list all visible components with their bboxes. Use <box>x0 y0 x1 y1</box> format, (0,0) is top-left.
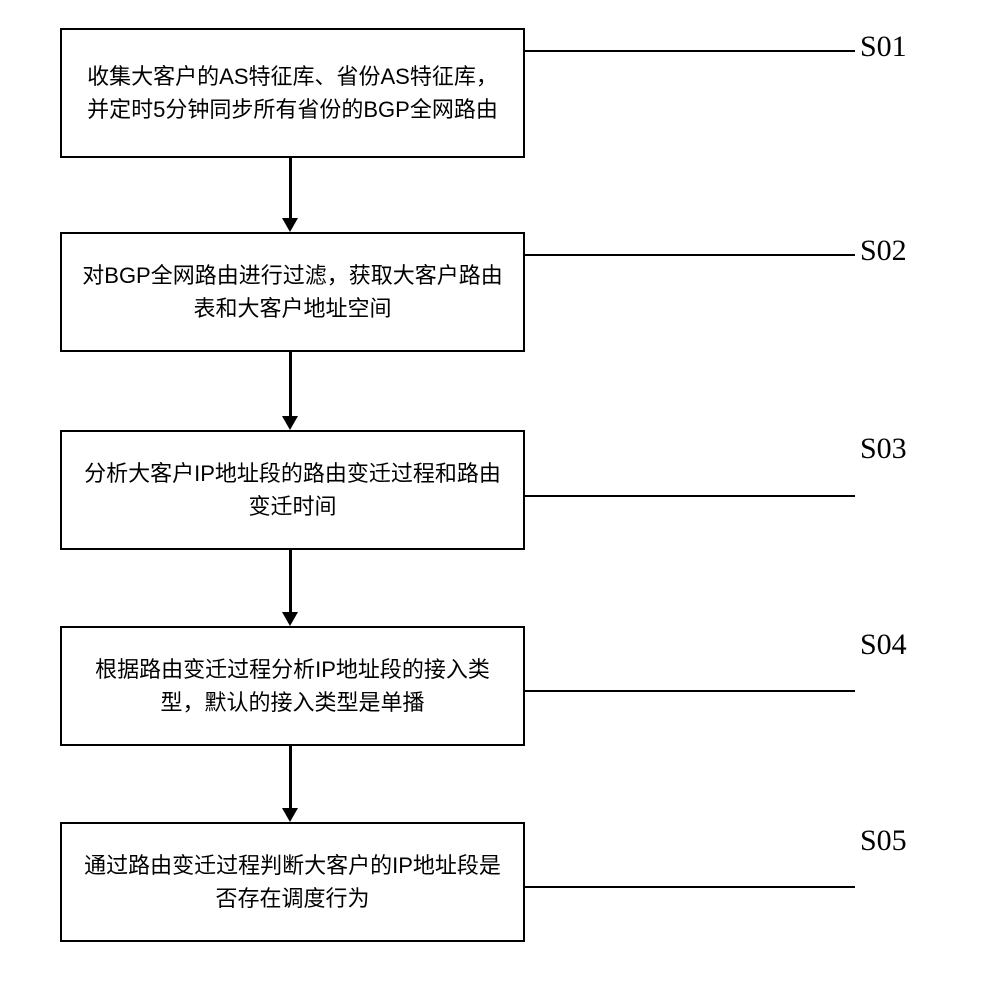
step-text: 分析大客户IP地址段的路由变迁过程和路由变迁时间 <box>82 457 503 523</box>
step-label-s01: S01 <box>860 30 907 64</box>
label-connector-s04 <box>525 690 855 692</box>
step-label-s02: S02 <box>860 234 907 268</box>
arrow-line-3 <box>289 550 292 612</box>
step-label-s05: S05 <box>860 824 907 858</box>
label-connector-s03 <box>525 495 855 497</box>
arrow-line-4 <box>289 746 292 808</box>
arrow-head-2 <box>282 416 298 430</box>
label-connector-s01 <box>525 50 855 52</box>
step-box-s03: 分析大客户IP地址段的路由变迁过程和路由变迁时间 <box>60 430 525 550</box>
step-label-s03: S03 <box>860 432 907 466</box>
step-box-s02: 对BGP全网路由进行过滤，获取大客户路由表和大客户地址空间 <box>60 232 525 352</box>
step-box-s01: 收集大客户的AS特征库、省份AS特征库，并定时5分钟同步所有省份的BGP全网路由 <box>60 28 525 158</box>
label-connector-s02 <box>525 254 855 256</box>
step-text: 通过路由变迁过程判断大客户的IP地址段是否存在调度行为 <box>82 849 503 915</box>
step-text: 根据路由变迁过程分析IP地址段的接入类型，默认的接入类型是单播 <box>82 653 503 719</box>
label-connector-s05 <box>525 886 855 888</box>
step-label-s04: S04 <box>860 628 907 662</box>
flowchart-container: 收集大客户的AS特征库、省份AS特征库，并定时5分钟同步所有省份的BGP全网路由… <box>0 0 994 1000</box>
step-text: 对BGP全网路由进行过滤，获取大客户路由表和大客户地址空间 <box>82 259 503 325</box>
arrow-head-3 <box>282 612 298 626</box>
step-box-s05: 通过路由变迁过程判断大客户的IP地址段是否存在调度行为 <box>60 822 525 942</box>
step-text: 收集大客户的AS特征库、省份AS特征库，并定时5分钟同步所有省份的BGP全网路由 <box>82 60 503 126</box>
arrow-line-2 <box>289 352 292 416</box>
arrow-line-1 <box>289 158 292 218</box>
arrow-head-1 <box>282 218 298 232</box>
arrow-head-4 <box>282 808 298 822</box>
step-box-s04: 根据路由变迁过程分析IP地址段的接入类型，默认的接入类型是单播 <box>60 626 525 746</box>
